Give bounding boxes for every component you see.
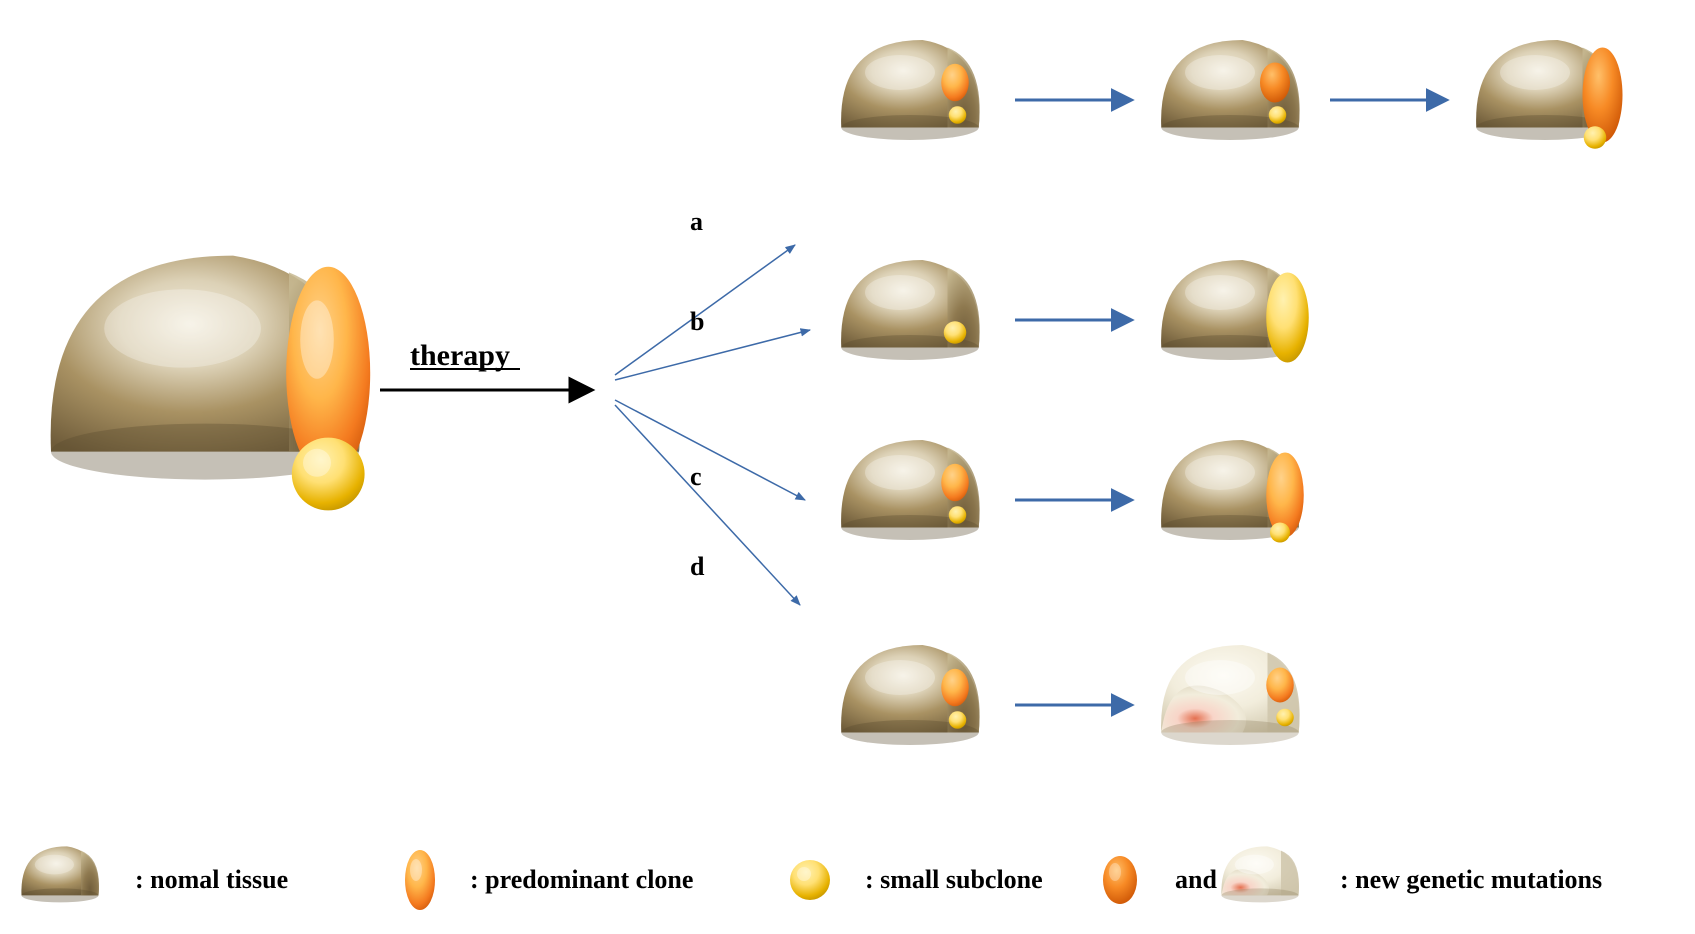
branch-label-a: a [690, 207, 703, 236]
branch-arrow-d [615, 405, 800, 605]
branch-label-d: d [690, 552, 705, 581]
row-b-node-0 [841, 260, 980, 360]
branch-label-b: b [690, 307, 704, 336]
row-c-node-1 [1161, 440, 1304, 543]
row-b-node-1 [1161, 260, 1309, 363]
row-a-node-2 [1476, 40, 1622, 149]
branch-arrow-c [615, 400, 805, 500]
row-d-node-0 [841, 645, 980, 745]
branch-label-c: c [690, 462, 702, 491]
branch-arrow-a [615, 245, 795, 375]
legend-predom: : predominant clone [405, 850, 693, 910]
therapy-label: therapy [410, 339, 510, 372]
legend-mutations: : new genetic mutations [1221, 846, 1602, 902]
row-d-node-1 [1161, 645, 1300, 745]
branch-arrow-b [615, 330, 810, 380]
legend-tissue: : nomal tissue [21, 846, 288, 902]
row-c-node-0 [841, 440, 980, 540]
legend-text-subclone: : small subclone [865, 865, 1043, 894]
legend-text-tissue: : nomal tissue [135, 865, 288, 894]
row-a-node-0 [841, 40, 980, 140]
legend-text-mutations: : new genetic mutations [1340, 865, 1602, 894]
row-a-node-1 [1161, 40, 1300, 140]
diagram-canvas: therapy a b c d : nomal tissue : predominant c… [0, 0, 1695, 934]
legend-and: and [1103, 856, 1217, 904]
legend-text-and: and [1175, 865, 1217, 894]
legend-subclone: : small subclone [790, 860, 1043, 900]
initial-tumor [51, 256, 371, 511]
legend-text-predom: : predominant clone [470, 865, 693, 894]
